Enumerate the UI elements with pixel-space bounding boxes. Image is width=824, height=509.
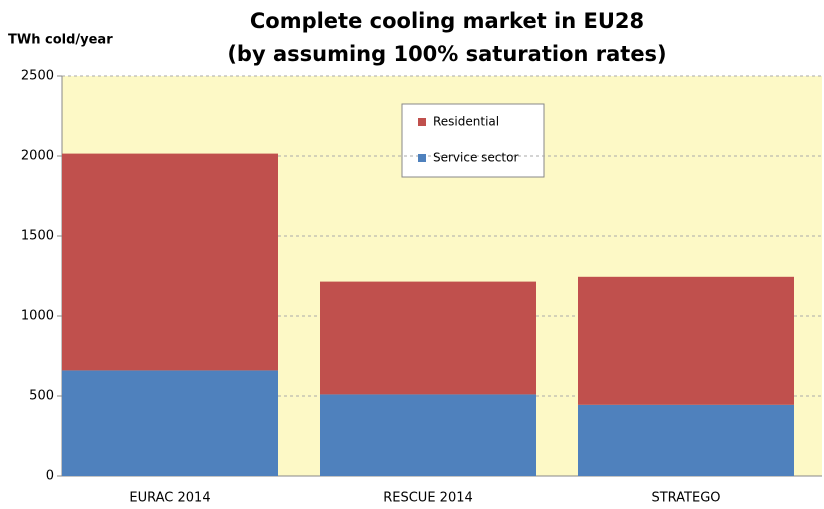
legend-swatch [418, 118, 426, 126]
y-tick-label: 500 [29, 389, 54, 404]
bar-segment [320, 394, 536, 476]
bar-segment [578, 404, 794, 476]
bar-segment [62, 370, 278, 476]
x-tick-label: EURAC 2014 [129, 491, 210, 506]
y-tick-label: 1000 [21, 309, 54, 324]
legend-swatch [418, 154, 426, 162]
x-tick-label: RESCUE 2014 [383, 491, 473, 506]
bar-segment [578, 276, 794, 405]
chart-title: Complete cooling market in EU28 [250, 9, 644, 33]
legend-label: Residential [433, 115, 499, 129]
x-tick-label: STRATEGO [651, 491, 720, 506]
legend-label: Service sector [433, 151, 518, 165]
y-tick-label: 0 [46, 469, 54, 484]
y-tick-label: 2500 [21, 69, 54, 84]
y-tick-label: 1500 [21, 229, 54, 244]
bar-segment [320, 281, 536, 395]
chart-subtitle: (by assuming 100% saturation rates) [227, 42, 666, 66]
y-tick-label: 2000 [21, 149, 54, 164]
legend [401, 103, 545, 178]
y-axis-label: TWh cold/year [8, 33, 113, 48]
bar-segment [62, 153, 278, 371]
